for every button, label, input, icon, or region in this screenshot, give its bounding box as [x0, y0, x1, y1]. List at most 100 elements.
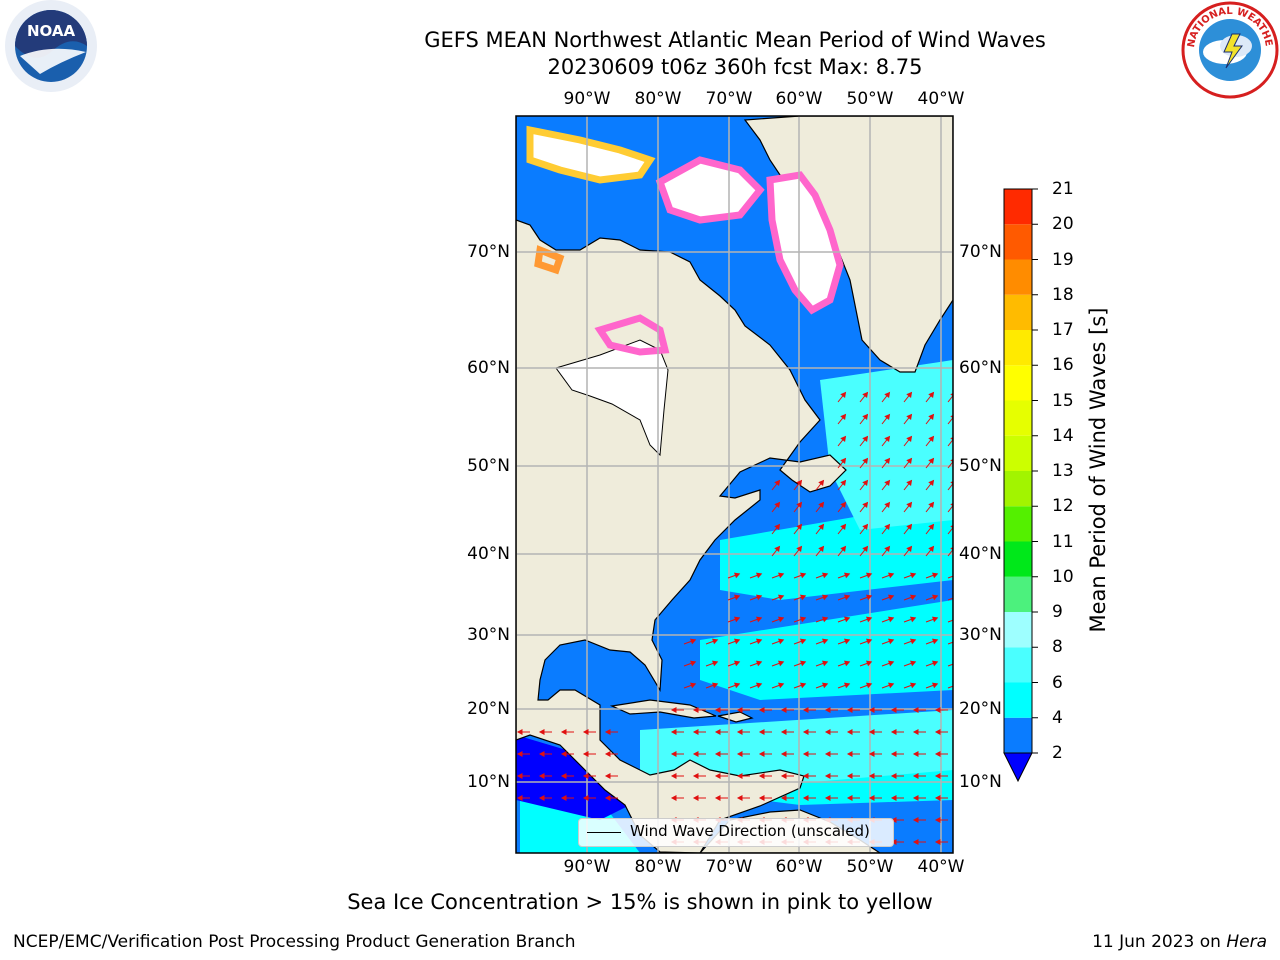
- wave-arrow-82: [727, 616, 741, 623]
- wave-arrow-112: [815, 660, 829, 667]
- wave-arrow-48: [903, 523, 913, 535]
- colorbar-tick-label-12: 17: [1052, 320, 1074, 340]
- wave-arrow-113: [837, 660, 851, 667]
- wave-arrow-170: [714, 750, 728, 758]
- svg-text:NOAA: NOAA: [27, 22, 76, 40]
- wave-arrow-55: [859, 545, 869, 557]
- colorbar-band-0: [1004, 717, 1032, 753]
- wave-arrow-61: [749, 572, 763, 579]
- wave-arrow-37: [859, 501, 869, 513]
- wave-arrow-200: [538, 794, 552, 802]
- wave-arrow-169: [692, 750, 706, 758]
- footer-credit: NCEP/EMC/Verification Post Processing Pr…: [13, 932, 576, 952]
- colorbar-tick-label-2: 6: [1052, 672, 1063, 693]
- wave-arrow-144: [934, 706, 948, 714]
- wave-arrow-53: [815, 545, 825, 557]
- wave-arrow-31: [925, 479, 935, 491]
- wave-arrow-188: [714, 772, 728, 780]
- wave-arrow-10: [925, 413, 935, 425]
- colorbar-tick-label-10: 15: [1052, 390, 1074, 411]
- legend-label: Wind Wave Direction (unscaled): [630, 822, 870, 840]
- wave-arrow-209: [780, 794, 794, 802]
- wave-arrow-95: [727, 638, 741, 645]
- wave-arrow-189: [736, 772, 750, 780]
- colorbar-tick-label-3: 8: [1052, 637, 1063, 658]
- wave-arrow-207: [736, 794, 750, 802]
- wave-arrow-152: [714, 728, 728, 736]
- wave-arrow-197: [912, 772, 926, 780]
- colorbar-tick-label-13: 18: [1052, 284, 1074, 305]
- wave-arrow-133: [692, 706, 706, 714]
- lat-label-left-1: 60°N: [467, 358, 510, 378]
- wave-arrow-181: [516, 772, 530, 780]
- wave-arrow-33: [771, 501, 781, 513]
- wave-arrow-67: [881, 572, 895, 579]
- wave-arrow-185: [604, 772, 618, 780]
- wave-arrow-64: [815, 572, 829, 579]
- colorbar-band-5: [1004, 541, 1032, 577]
- lat-label-right-3: 40°N: [959, 544, 1002, 564]
- lon-label-top-0: 90°W: [563, 89, 611, 109]
- colorbar-band-13: [1004, 259, 1032, 295]
- colorbar-tick-label-1: 4: [1052, 707, 1063, 728]
- colorbar-band-14: [1004, 224, 1032, 260]
- wave-arrow-160: [890, 728, 904, 736]
- wave-arrow-84: [771, 616, 785, 623]
- colorbar-tick-label-4: 9: [1052, 602, 1063, 622]
- lon-label-top-3: 60°W: [775, 89, 823, 109]
- wave-arrow-205: [692, 794, 706, 802]
- wave-arrow-175: [824, 750, 838, 758]
- wave-arrow-132: [670, 706, 684, 714]
- wave-arrow-121: [727, 682, 741, 689]
- wave-arrow-191: [780, 772, 794, 780]
- wave-arrow-54: [837, 545, 847, 557]
- wave-arrow-81: [947, 597, 953, 601]
- wave-arrow-71: [727, 594, 741, 601]
- wave-arrow-212: [846, 794, 860, 802]
- wave-arrow-109: [749, 660, 763, 667]
- wave-arrow-47: [881, 523, 891, 535]
- wave-arrow-72: [749, 594, 763, 601]
- wave-arrow-206: [714, 794, 728, 802]
- wave-arrow-139: [824, 706, 838, 714]
- colorbar-band-11: [1004, 330, 1032, 366]
- lon-label-bottom-1: 80°W: [634, 857, 682, 877]
- wave-arrow-131: [947, 685, 953, 689]
- wave-arrow-186: [670, 772, 684, 780]
- wave-arrow-40: [925, 501, 935, 513]
- wave-arrow-30: [903, 479, 913, 491]
- wave-arrow-128: [881, 682, 895, 689]
- colorbar-band-8: [1004, 435, 1032, 471]
- wave-arrow-18: [837, 457, 847, 469]
- wave-arrow-103: [903, 638, 917, 645]
- wave-arrow-176: [846, 750, 860, 758]
- wave-arrow-204: [670, 794, 684, 802]
- lon-label-bottom-0: 90°W: [563, 857, 611, 877]
- colorbar-band-4: [1004, 576, 1032, 612]
- wave-arrow-193: [824, 772, 838, 780]
- wave-arrow-153: [736, 728, 750, 736]
- wave-arrow-42: [771, 523, 781, 535]
- lon-label-top-2: 70°W: [705, 89, 753, 109]
- wave-arrow-161: [912, 728, 926, 736]
- wave-arrow-146: [538, 728, 552, 736]
- wave-arrow-142: [890, 706, 904, 714]
- wave-arrow-201: [560, 794, 574, 802]
- wave-arrow-119: [683, 682, 697, 689]
- wave-arrow-129: [903, 682, 917, 689]
- colorbar-tick-label-0: 2: [1052, 743, 1063, 763]
- wave-arrow-192: [802, 772, 816, 780]
- wave-arrow-183: [560, 772, 574, 780]
- wave-arrow-124: [793, 682, 807, 689]
- wave-arrow-110: [771, 660, 785, 667]
- wave-arrow-108: [727, 660, 741, 667]
- wave-arrow-75: [815, 594, 829, 601]
- sea-ice-note: Sea Ice Concentration > 15% is shown in …: [347, 890, 933, 914]
- wave-arrow-88: [859, 616, 873, 623]
- wave-arrow-45: [837, 523, 847, 535]
- wave-arrow-63: [793, 572, 807, 579]
- noaa-logo: NOAA: [0, 0, 104, 92]
- colorbar-band-15: [1004, 189, 1032, 225]
- wave-arrow-34: [793, 501, 803, 513]
